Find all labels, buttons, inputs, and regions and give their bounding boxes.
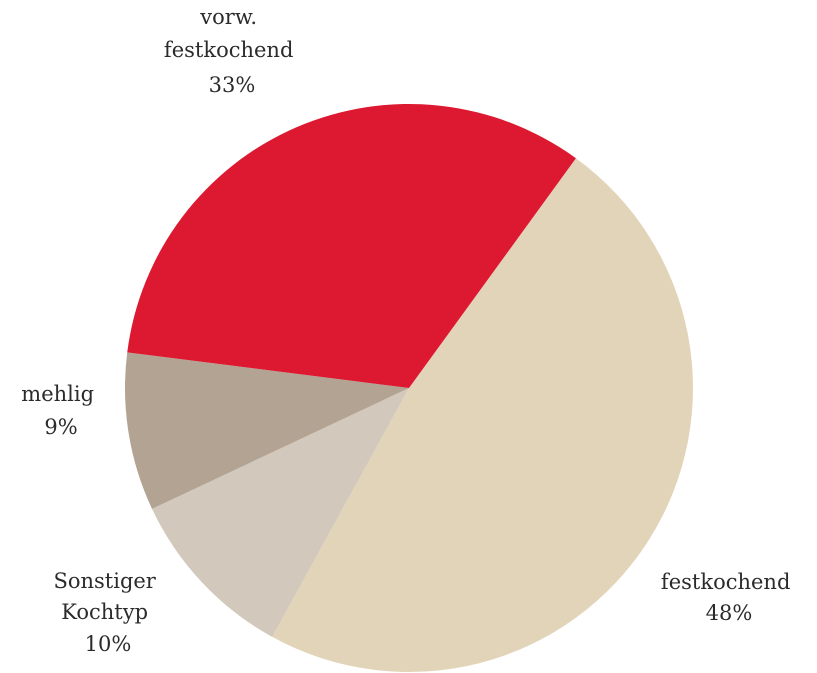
slice-label-mehlig: mehlig 9%	[21, 382, 100, 439]
slice-label-vorw-festkochend: vorw. festkochend 33%	[164, 5, 300, 97]
slice-label-festkochend-percent: 48%	[706, 601, 753, 625]
slice-label-festkochend: festkochend 48%	[661, 570, 797, 625]
pie-slice-festkochend	[272, 158, 693, 672]
slice-label-sonstiger-kochtyp-percent: 10%	[85, 632, 132, 656]
slice-label-mehlig-line-1: mehlig	[21, 382, 94, 406]
slice-label-vorw-festkochend-percent: 33%	[209, 73, 256, 97]
slice-label-sonstiger-kochtyp: Sonstiger Kochtyp 10%	[53, 569, 162, 656]
slice-label-festkochend-line-1: festkochend	[661, 570, 790, 594]
pie-slice-vorw-festkochend	[127, 104, 576, 389]
slice-label-vorw-festkochend-line-1: vorw.	[199, 5, 257, 29]
slice-label-sonstiger-kochtyp-line-2: Kochtyp	[61, 600, 148, 624]
pie-slice-mehlig	[125, 352, 409, 509]
slice-label-mehlig-percent: 9%	[44, 415, 77, 439]
slice-label-sonstiger-kochtyp-line-1: Sonstiger	[53, 569, 156, 593]
pie-slices	[125, 104, 693, 672]
pie-slice-sonstiger-kochtyp	[152, 388, 409, 637]
slice-label-vorw-festkochend-line-2: festkochend	[164, 38, 293, 62]
